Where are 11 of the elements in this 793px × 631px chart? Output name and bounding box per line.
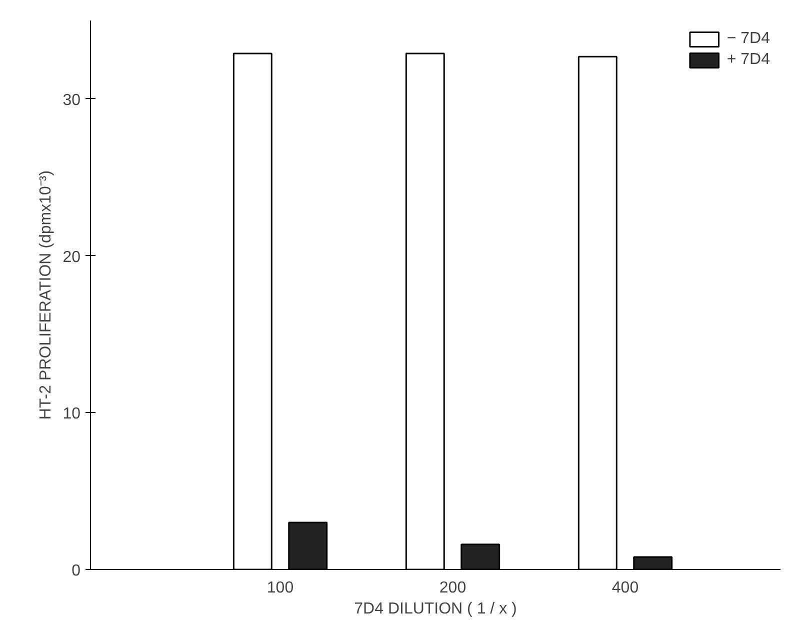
x-tick-label: 400 <box>612 580 639 596</box>
legend-label: − 7D4 <box>726 30 770 48</box>
y-tick-label: 0 <box>72 562 81 580</box>
legend-label: + 7D4 <box>726 51 770 69</box>
y-axis-title: HT-2 PROLIFERATION (dpmx10⁻³) <box>38 170 55 420</box>
x-tick-label: 200 <box>439 580 466 596</box>
x-axis-title: 7D4 DILUTION ( 1 / x ) <box>354 600 517 618</box>
y-tick-label: 10 <box>62 406 81 423</box>
y-tick-label: 30 <box>62 92 81 109</box>
x-tick-label: 100 <box>266 580 294 596</box>
y-tick-label: 20 <box>62 248 81 266</box>
